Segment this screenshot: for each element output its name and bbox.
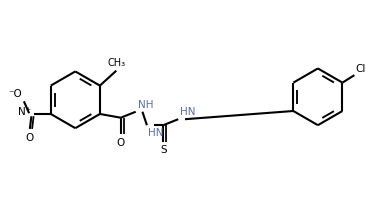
Text: O: O — [117, 138, 125, 148]
Text: S: S — [160, 145, 167, 155]
Text: ⁻O: ⁻O — [8, 89, 22, 99]
Text: N⁺: N⁺ — [18, 108, 31, 117]
Text: CH₃: CH₃ — [108, 58, 126, 68]
Text: HN: HN — [148, 128, 163, 138]
Text: NH: NH — [138, 99, 154, 110]
Text: Cl: Cl — [355, 64, 366, 74]
Text: O: O — [26, 133, 34, 143]
Text: HN: HN — [180, 107, 196, 117]
